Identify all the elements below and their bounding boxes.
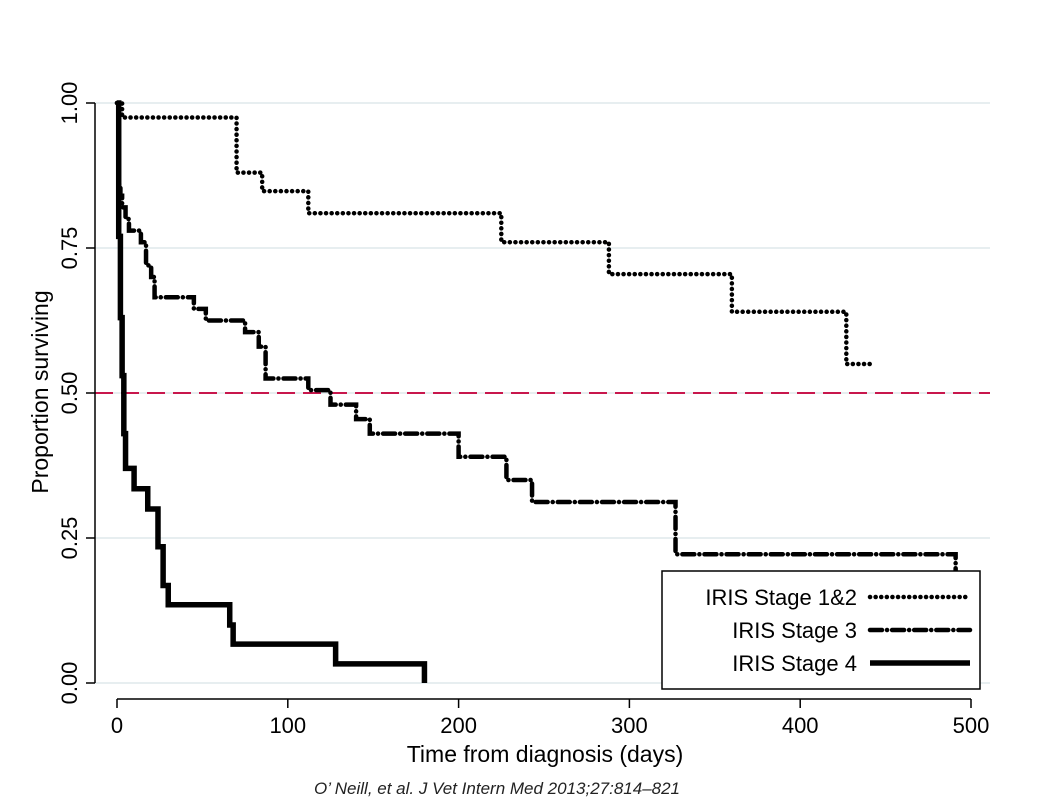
citation: O’ Neill, et al. J Vet Intern Med 2013;2… bbox=[314, 779, 680, 798]
x-tick-label: 200 bbox=[440, 713, 477, 738]
x-tick-label: 500 bbox=[953, 713, 990, 738]
series-line-3 bbox=[115, 100, 428, 683]
y-tick-label: 0.75 bbox=[57, 227, 82, 270]
x-axis-title: Time from diagnosis (days) bbox=[407, 741, 684, 767]
x-tick-group: 0 100 200 300 400 500 bbox=[111, 699, 989, 738]
legend-label-3: IRIS Stage 4 bbox=[732, 651, 857, 676]
x-tick-label: 400 bbox=[782, 713, 819, 738]
y-tick-group: 0.00 0.25 0.50 0.75 1.00 bbox=[57, 82, 95, 705]
legend: IRIS Stage 1&2 IRIS Stage 3 IRIS Stage 4 bbox=[661, 570, 981, 690]
legend-label-1: IRIS Stage 1&2 bbox=[705, 585, 857, 610]
series-line-2 bbox=[114, 100, 962, 576]
legend-items: IRIS Stage 1&2 IRIS Stage 3 IRIS Stage 4 bbox=[705, 585, 973, 676]
x-tick-label: 0 bbox=[111, 713, 123, 738]
series-group bbox=[114, 100, 962, 683]
legend-label-2: IRIS Stage 3 bbox=[732, 618, 857, 643]
y-tick-label: 0.50 bbox=[57, 372, 82, 415]
y-tick-label: 1.00 bbox=[57, 82, 82, 125]
y-axis-title: Proportion surviving bbox=[27, 290, 53, 493]
y-tick-label: 0.00 bbox=[57, 662, 82, 705]
y-tick-label: 0.25 bbox=[57, 517, 82, 560]
x-tick-label: 300 bbox=[611, 713, 648, 738]
x-tick-label: 100 bbox=[269, 713, 306, 738]
series-line-1 bbox=[114, 100, 873, 367]
